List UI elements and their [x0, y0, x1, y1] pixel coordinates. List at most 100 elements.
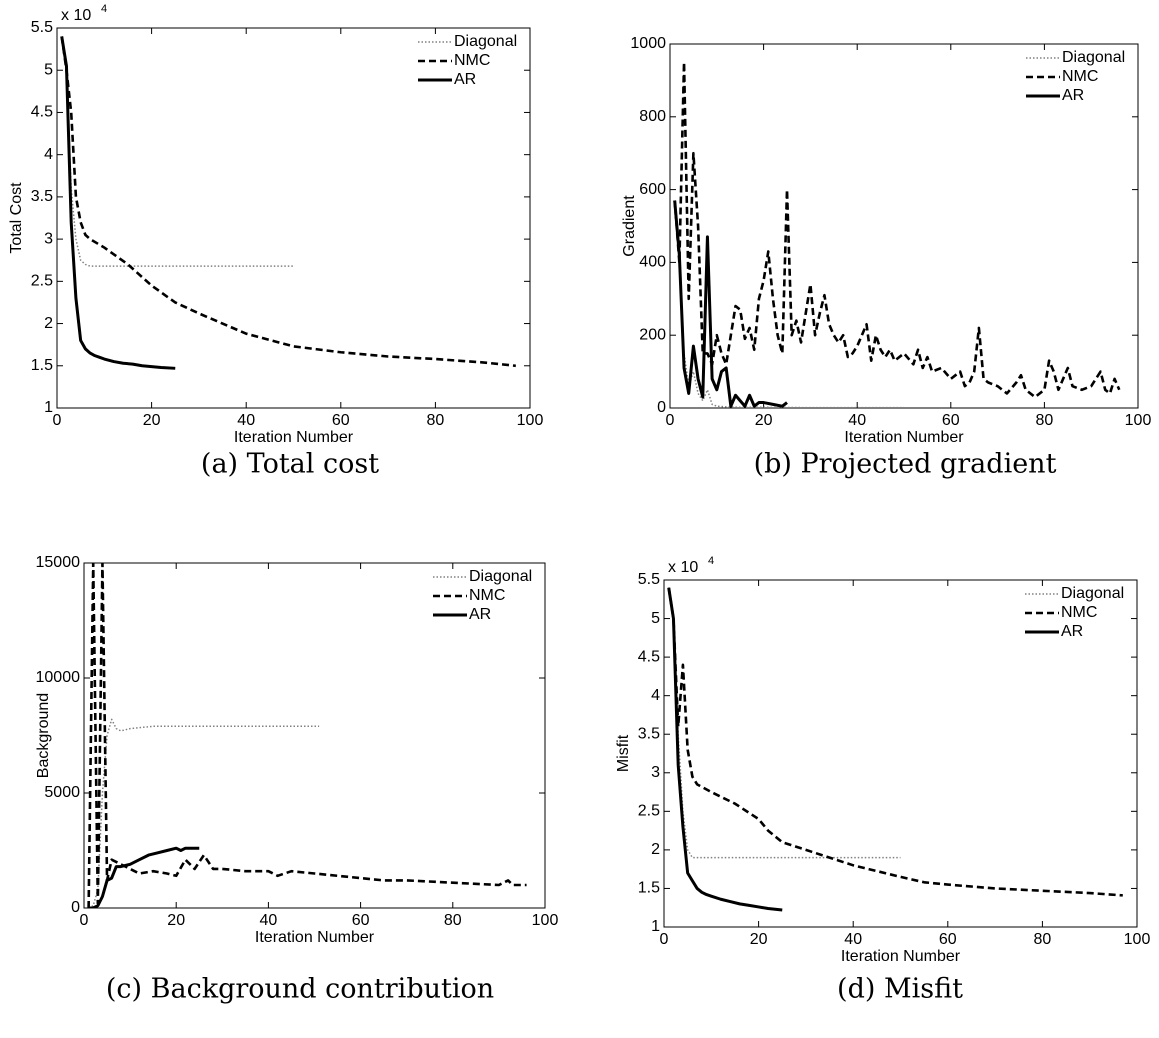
series-line [88, 846, 200, 908]
y-tick-label: 5000 [44, 784, 80, 801]
x-tick-label: 80 [1036, 412, 1054, 429]
y-multiplier: x 10 [61, 7, 91, 24]
y-multiplier-exponent: 4 [101, 3, 107, 15]
series-line [673, 60, 1121, 399]
legend-label: NMC [1062, 68, 1098, 85]
y-tick-label: 600 [639, 181, 666, 198]
y-tick-label: 800 [639, 108, 666, 125]
x-tick-label: 100 [517, 412, 544, 429]
x-tick-label: 80 [444, 912, 462, 929]
y-axis-label: Gradient [621, 195, 638, 257]
caption: (b) Projected gradient [754, 449, 1057, 480]
y-tick-label: 5 [651, 610, 660, 627]
x-tick-label: 0 [660, 931, 669, 948]
plot-area [667, 587, 1123, 912]
subplot: 0 20 40 60 80 100 1 1.5 2 2.5 3 3.5 4 4.5 5 5.5 Iteratio… [8, 3, 543, 480]
legend-label: NMC [454, 52, 490, 69]
series-line [60, 36, 294, 267]
subplot: 0 20 40 60 80 100 1 1.5 2 2.5 3 3.5 4 4.5 5 5.5 Iteratio… [615, 555, 1150, 1005]
x-tick-label: 0 [80, 912, 89, 929]
y-tick-label: 1.5 [31, 357, 53, 374]
axes-box [56, 27, 531, 409]
x-tick-label: 40 [237, 412, 255, 429]
y-tick-label: 2.5 [638, 803, 660, 820]
y-tick-label: 1 [44, 399, 53, 416]
y-axis-label: Misfit [615, 734, 632, 772]
plot-area [87, 563, 527, 908]
y-tick-label: 3 [44, 230, 53, 247]
x-tick-label: 100 [1125, 412, 1152, 429]
series-line [87, 563, 527, 908]
series-line [667, 587, 901, 859]
y-tick-label: 5 [44, 61, 53, 78]
y-tick-label: 5.5 [638, 571, 660, 588]
y-multiplier: x 10 [668, 559, 698, 576]
y-tick-label: 2 [44, 315, 53, 332]
caption: (c) Background contribution [106, 974, 494, 1005]
series-line [88, 718, 320, 908]
y-tick-label: 3.5 [638, 725, 660, 742]
x-axis-label: Iteration Number [255, 929, 375, 946]
legend-label: Diagonal [454, 33, 517, 50]
y-tick-label: 10000 [36, 669, 81, 686]
y-multiplier-exponent: 4 [708, 555, 714, 567]
x-tick-label: 60 [352, 912, 370, 929]
y-tick-label: 200 [639, 326, 666, 343]
x-tick-label: 60 [939, 931, 957, 948]
series-line [60, 36, 176, 370]
y-tick-label: 4.5 [31, 104, 53, 121]
x-tick-label: 80 [1034, 931, 1052, 948]
legend-label: Diagonal [1061, 585, 1124, 602]
legend-label: AR [1061, 623, 1083, 640]
y-tick-label: 2.5 [31, 273, 53, 290]
y-tick-label: 1.5 [638, 880, 660, 897]
x-tick-label: 60 [942, 412, 960, 429]
plot-area [673, 60, 1121, 408]
y-tick-label: 15000 [36, 554, 81, 571]
x-tick-label: 40 [844, 931, 862, 948]
series-line [60, 36, 516, 368]
y-tick-label: 0 [657, 399, 666, 416]
y-tick-label: 5.5 [31, 19, 53, 36]
legend-label: AR [1062, 87, 1084, 104]
axes-box [663, 579, 1138, 928]
y-tick-label: 4.5 [638, 648, 660, 665]
legend-label: Diagonal [1062, 49, 1125, 66]
subplot: 0 20 40 60 80 100 0 5000 10000 15000 Iteration Num… [35, 554, 558, 1004]
legend-label: AR [454, 71, 476, 88]
x-axis-label: Iteration Number [841, 948, 961, 965]
y-tick-label: 3 [651, 764, 660, 781]
x-tick-label: 80 [427, 412, 445, 429]
y-tick-label: 3.5 [31, 188, 53, 205]
y-axis-label: Background [35, 693, 52, 778]
legend-label: NMC [1061, 604, 1097, 621]
x-tick-label: 0 [666, 412, 675, 429]
axes-box [83, 562, 546, 909]
y-tick-label: 4 [651, 687, 660, 704]
x-tick-label: 100 [532, 912, 559, 929]
x-axis-label: Iteration Number [234, 429, 354, 446]
legend-label: AR [469, 606, 491, 623]
x-tick-label: 20 [143, 412, 161, 429]
legend-label: NMC [469, 587, 505, 604]
x-tick-label: 20 [167, 912, 185, 929]
y-tick-label: 1 [651, 918, 660, 935]
y-tick-label: 4 [44, 146, 53, 163]
x-tick-label: 0 [53, 412, 62, 429]
caption: (d) Misfit [837, 974, 963, 1005]
legend-label: Diagonal [469, 568, 532, 585]
x-tick-label: 100 [1124, 931, 1151, 948]
x-tick-label: 60 [332, 412, 350, 429]
y-tick-label: 1000 [630, 35, 666, 52]
x-tick-label: 40 [260, 912, 278, 929]
x-axis-label: Iteration Number [844, 429, 964, 446]
y-axis-label: Total Cost [8, 182, 25, 254]
plot-area [60, 36, 516, 370]
series-line [667, 587, 783, 912]
y-tick-label: 0 [71, 899, 80, 916]
x-tick-label: 40 [848, 412, 866, 429]
y-tick-label: 2 [651, 841, 660, 858]
series-line [667, 587, 1123, 897]
